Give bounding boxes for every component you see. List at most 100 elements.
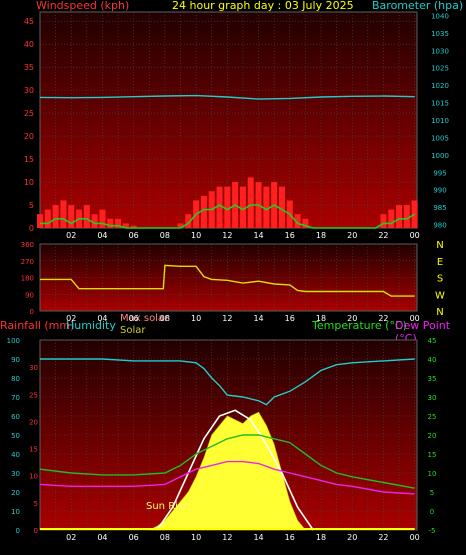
rainfall-label: Rainfall (mm)	[0, 319, 75, 332]
windspeed-bar	[68, 205, 75, 228]
windspeed-bar	[130, 225, 137, 228]
barometer-y-tick-1000: 1000	[431, 152, 449, 160]
compass-label-N-4: N	[436, 240, 443, 251]
wind-y-tick-30: 30	[24, 86, 34, 95]
wind-y-tick-20: 20	[24, 132, 34, 141]
wind-y-tick-5: 5	[29, 201, 34, 210]
temp-y-tick-30: 30	[428, 394, 437, 402]
panel-1-x-tick-16: 16	[285, 231, 295, 240]
direction-y-tick-180: 180	[21, 275, 34, 283]
rain-y-tick-30: 30	[29, 364, 38, 372]
solar-area	[149, 411, 307, 531]
panel-2-x-tick-08: 08	[160, 314, 170, 323]
barometer-y-tick-1010: 1010	[431, 117, 449, 125]
panel-2-x-tick-00: 00	[410, 314, 420, 323]
panel-1-x-tick-22: 22	[378, 231, 388, 240]
windspeed-bar	[278, 186, 285, 228]
rain-y-tick-0: 0	[34, 527, 38, 535]
windspeed-bar	[403, 205, 410, 228]
barometer-y-tick-1035: 1035	[431, 30, 449, 38]
temp-y-tick--5: -5	[429, 527, 436, 535]
windspeed-bar	[239, 186, 246, 228]
windspeed-bar	[91, 214, 98, 228]
panel-1-x-tick-18: 18	[316, 231, 326, 240]
humidity-y-tick-100: 100	[7, 337, 20, 345]
humidity-y-tick-80: 80	[11, 375, 20, 383]
windspeed-bar	[185, 214, 192, 228]
wind-y-tick-40: 40	[24, 40, 34, 49]
rain-y-tick-20: 20	[29, 418, 38, 426]
barometer-y-tick-1040: 1040	[431, 12, 449, 20]
wind-y-tick-25: 25	[24, 109, 34, 118]
panel-2-x-tick-22: 22	[378, 314, 388, 323]
panel-1-x-tick-10: 10	[191, 231, 201, 240]
temperature-label: Temperature (°C)	[312, 319, 407, 332]
panel-3-x-tick-06: 06	[129, 533, 139, 542]
direction-y-tick-90: 90	[25, 291, 34, 299]
panel-1-x-tick-02: 02	[66, 231, 76, 240]
windspeed-bar	[224, 186, 231, 228]
direction-y-tick-360: 360	[21, 241, 34, 249]
windspeed-bar	[294, 214, 301, 228]
panel-2-x-tick-12: 12	[222, 314, 232, 323]
wind-y-tick-0: 0	[29, 224, 34, 233]
panel-2-background	[39, 243, 418, 312]
windspeed-bar	[388, 209, 395, 228]
rain-y-tick-25: 25	[29, 391, 38, 399]
temp-y-tick-45: 45	[428, 337, 437, 345]
panel-3-x-tick-12: 12	[222, 533, 232, 542]
humidity-y-tick-70: 70	[11, 394, 20, 402]
barometer-y-tick-1025: 1025	[431, 65, 449, 73]
rain-y-tick-5: 5	[34, 500, 38, 508]
sun-rise-label: Sun Rise	[146, 501, 190, 512]
barometer-y-tick-1015: 1015	[431, 100, 449, 108]
barometer-y-tick-1005: 1005	[431, 134, 449, 142]
windspeed-bar	[99, 209, 106, 228]
chart-title: 24 hour graph day : 03 July 2025	[172, 0, 354, 12]
panel-2-x-tick-06: 06	[129, 314, 139, 323]
barometer-title: Barometer (hpa)	[372, 0, 464, 12]
temp-y-tick-5: 5	[430, 489, 434, 497]
compass-label-E-3: E	[437, 257, 443, 268]
temp-y-tick-10: 10	[428, 470, 437, 478]
windspeed-bar	[216, 186, 223, 228]
rain-y-tick-15: 15	[29, 446, 38, 454]
panel-1-x-tick-04: 04	[97, 231, 107, 240]
wind-y-tick-10: 10	[24, 178, 34, 187]
humidity-y-tick-50: 50	[11, 432, 20, 440]
windspeed-bar	[37, 214, 43, 228]
panel-1-x-tick-00: 00	[410, 231, 420, 240]
panel-3-x-tick-00: 00	[410, 533, 420, 542]
humidity-y-tick-60: 60	[11, 413, 20, 421]
windspeed-bar	[115, 218, 122, 228]
direction-y-tick-0: 0	[30, 308, 34, 316]
panel-2-x-tick-10: 10	[191, 314, 201, 323]
panel-3-x-tick-10: 10	[191, 533, 201, 542]
max-solar-label: Max solar	[120, 313, 169, 324]
humidity-y-tick-10: 10	[11, 508, 20, 516]
direction-y-tick-270: 270	[21, 258, 34, 266]
barometer-y-tick-995: 995	[433, 169, 446, 177]
panel-1-x-tick-14: 14	[253, 231, 263, 240]
panel-2-x-tick-02: 02	[66, 314, 76, 323]
windspeed-bar	[83, 205, 90, 228]
compass-label-N-0: N	[436, 307, 443, 318]
barometer-y-tick-1030: 1030	[431, 47, 449, 55]
temp-y-tick-0: 0	[430, 508, 434, 516]
windspeed-title: Windspeed (kph)	[36, 0, 130, 12]
windspeed-bar	[122, 223, 129, 228]
rain-y-tick-10: 10	[29, 473, 38, 481]
temp-y-tick-20: 20	[428, 432, 437, 440]
windspeed-bar	[107, 218, 114, 228]
panel-1-x-tick-08: 08	[160, 231, 170, 240]
windspeed-bar	[396, 205, 403, 228]
compass-label-S-2: S	[437, 274, 443, 285]
windspeed-bar	[60, 200, 67, 228]
panel-2-x-tick-04: 04	[97, 314, 107, 323]
panel-1-x-tick-20: 20	[347, 231, 357, 240]
max-solar-curve	[156, 409, 314, 531]
wind-y-tick-15: 15	[24, 155, 34, 164]
windspeed-bar	[263, 186, 270, 228]
